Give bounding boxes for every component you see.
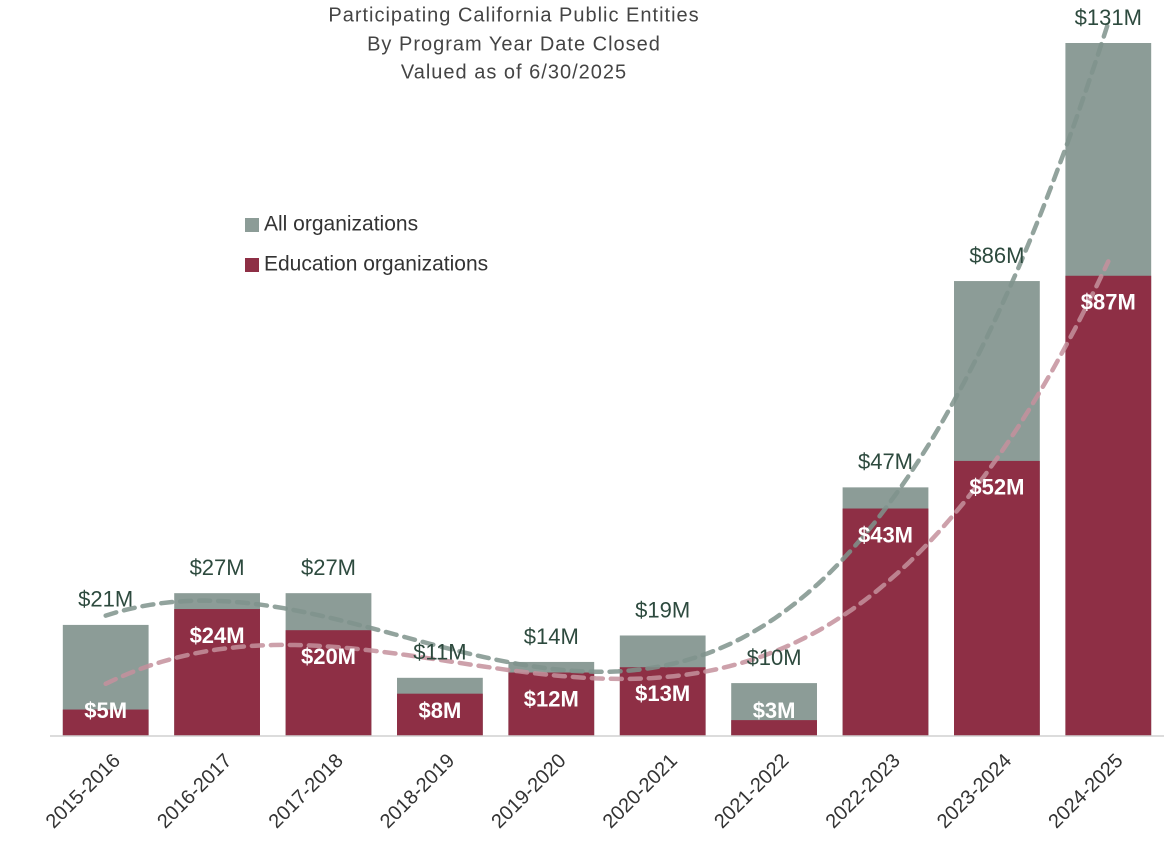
bar (174, 609, 260, 736)
bar (954, 460, 1040, 736)
bar (62, 709, 149, 736)
value-label: $10M (747, 645, 802, 670)
value-label: $27M (301, 555, 356, 580)
bar (508, 672, 595, 736)
x-tick-label: 2017-2018 (265, 750, 348, 833)
x-tick-label: 2018-2019 (376, 750, 459, 833)
bar (731, 720, 817, 736)
bar (397, 693, 483, 736)
legend-label: Education organizations (264, 253, 488, 276)
x-tick-label: 2019-2020 (487, 750, 570, 833)
x-tick-label: 2022-2023 (822, 750, 905, 833)
value-label: $8M (419, 698, 462, 723)
value-label: $3M (753, 698, 796, 723)
x-tick-label: 2020-2021 (599, 750, 682, 833)
value-label: $13M (635, 681, 690, 706)
value-label: $27M (190, 555, 245, 580)
x-tick-label: 2016-2017 (153, 750, 236, 833)
value-label: $86M (969, 243, 1024, 268)
value-label: $12M (524, 686, 579, 711)
legend-swatch (245, 258, 259, 272)
x-tick-label: 2021-2022 (710, 750, 793, 833)
value-label: $21M (78, 587, 133, 612)
value-label: $14M (524, 624, 579, 649)
value-label: $19M (635, 597, 690, 622)
value-label: $24M (190, 623, 245, 648)
value-label: $11M (413, 640, 466, 665)
chart-title: Participating California Public Entities (328, 4, 699, 26)
value-label: $52M (969, 475, 1024, 500)
value-label: $47M (858, 449, 913, 474)
chart-subtitle: By Program Year Date Closed (367, 33, 661, 55)
x-tick-label: 2015-2016 (42, 750, 125, 833)
chart-subtitle: Valued as of 6/30/2025 (401, 61, 627, 83)
legend-swatch (245, 218, 259, 232)
value-label: $87M (1081, 290, 1136, 315)
legend-label: All organizations (264, 213, 418, 236)
value-label: $131M (1075, 5, 1142, 30)
trendline (103, 20, 1111, 675)
value-label: $5M (84, 698, 127, 723)
x-tick-label: 2024-2025 (1044, 750, 1127, 833)
value-label: $43M (858, 522, 913, 547)
x-tick-label: 2023-2024 (933, 750, 1016, 833)
trendline (103, 259, 1111, 687)
bar (1065, 275, 1152, 736)
value-label: $20M (301, 644, 356, 669)
